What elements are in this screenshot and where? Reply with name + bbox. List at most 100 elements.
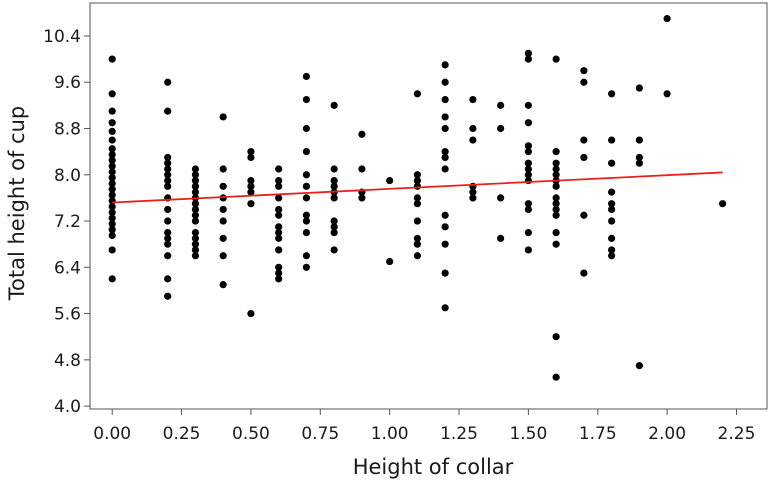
data-point [413, 176, 422, 185]
y-tick-label: 10.4 [43, 27, 81, 47]
data-point [108, 156, 116, 164]
data-point [219, 234, 227, 242]
data-point [441, 165, 449, 173]
data-point [552, 229, 560, 237]
data-point [247, 200, 255, 208]
data-point [108, 275, 116, 283]
data-point [108, 179, 116, 188]
data-point [219, 113, 227, 121]
data-point [441, 269, 449, 277]
data-point [635, 84, 643, 92]
data-point [164, 275, 172, 283]
data-point [580, 136, 588, 144]
data-point [247, 148, 255, 156]
x-tick-label: 1.50 [509, 424, 547, 444]
data-point [108, 90, 116, 98]
data-point [469, 95, 477, 104]
data-point [608, 217, 616, 225]
data-point [108, 231, 116, 240]
data-point [524, 49, 532, 57]
data-point [108, 107, 116, 115]
data-point [330, 101, 338, 109]
data-point [275, 246, 283, 254]
data-point [524, 159, 532, 167]
data-point [302, 263, 311, 271]
data-point [108, 208, 116, 216]
data-point [164, 153, 172, 162]
data-point [108, 246, 116, 254]
data-point [108, 191, 116, 199]
x-tick-label: 2.00 [648, 424, 686, 444]
data-point [524, 176, 532, 185]
data-point [275, 275, 283, 283]
data-point [524, 200, 532, 208]
data-point [330, 165, 338, 173]
data-point [302, 194, 311, 202]
data-point [275, 205, 283, 214]
data-point [441, 61, 449, 69]
data-point [247, 176, 255, 185]
data-point [469, 136, 477, 144]
data-point [608, 252, 616, 260]
data-point [191, 205, 200, 214]
data-point [413, 171, 422, 179]
data-point [108, 174, 116, 182]
data-point [302, 217, 311, 225]
data-point [358, 165, 366, 173]
data-point [552, 159, 560, 167]
data-point [191, 252, 200, 260]
data-point [608, 136, 616, 144]
data-point [108, 202, 116, 211]
data-point [275, 269, 283, 277]
data-point [524, 165, 532, 173]
data-point [413, 240, 422, 248]
data-point [441, 304, 449, 312]
data-point [413, 182, 422, 190]
data-point [524, 119, 532, 127]
data-point [663, 15, 671, 23]
data-point [635, 136, 643, 144]
data-point [191, 229, 200, 237]
data-point [302, 124, 311, 133]
data-point [164, 176, 172, 185]
data-point [219, 165, 227, 173]
data-point [608, 234, 616, 242]
data-point [608, 188, 616, 196]
data-point [302, 148, 311, 156]
data-point [302, 95, 311, 104]
data-point [358, 194, 366, 202]
plot-frame [89, 2, 768, 410]
data-point [108, 214, 116, 222]
y-tick-label: 8.8 [54, 120, 81, 140]
data-point [275, 211, 283, 219]
data-point [441, 223, 449, 231]
data-point [164, 159, 172, 167]
data-point [108, 55, 116, 63]
data-point [413, 217, 422, 225]
data-point [108, 145, 116, 153]
data-points [108, 15, 727, 381]
x-tick-label: 0.25 [163, 424, 201, 444]
y-tick-label: 6.4 [54, 258, 81, 278]
data-point [608, 159, 616, 167]
data-point [275, 182, 283, 190]
data-point [219, 252, 227, 260]
data-point [469, 124, 477, 133]
data-point [497, 194, 505, 202]
data-point [164, 217, 172, 225]
data-point [330, 217, 338, 225]
data-point [441, 153, 449, 162]
data-point [580, 78, 588, 86]
data-point [524, 205, 532, 214]
y-tick-label: 4.0 [54, 397, 81, 417]
data-point [191, 240, 200, 248]
data-point [302, 252, 311, 260]
x-tick-label: 0.75 [301, 424, 339, 444]
data-point [330, 194, 338, 202]
data-point [608, 246, 616, 254]
data-point [164, 165, 172, 173]
data-point [635, 153, 643, 162]
data-point [247, 182, 255, 190]
data-point [524, 229, 532, 237]
data-point [108, 127, 116, 135]
